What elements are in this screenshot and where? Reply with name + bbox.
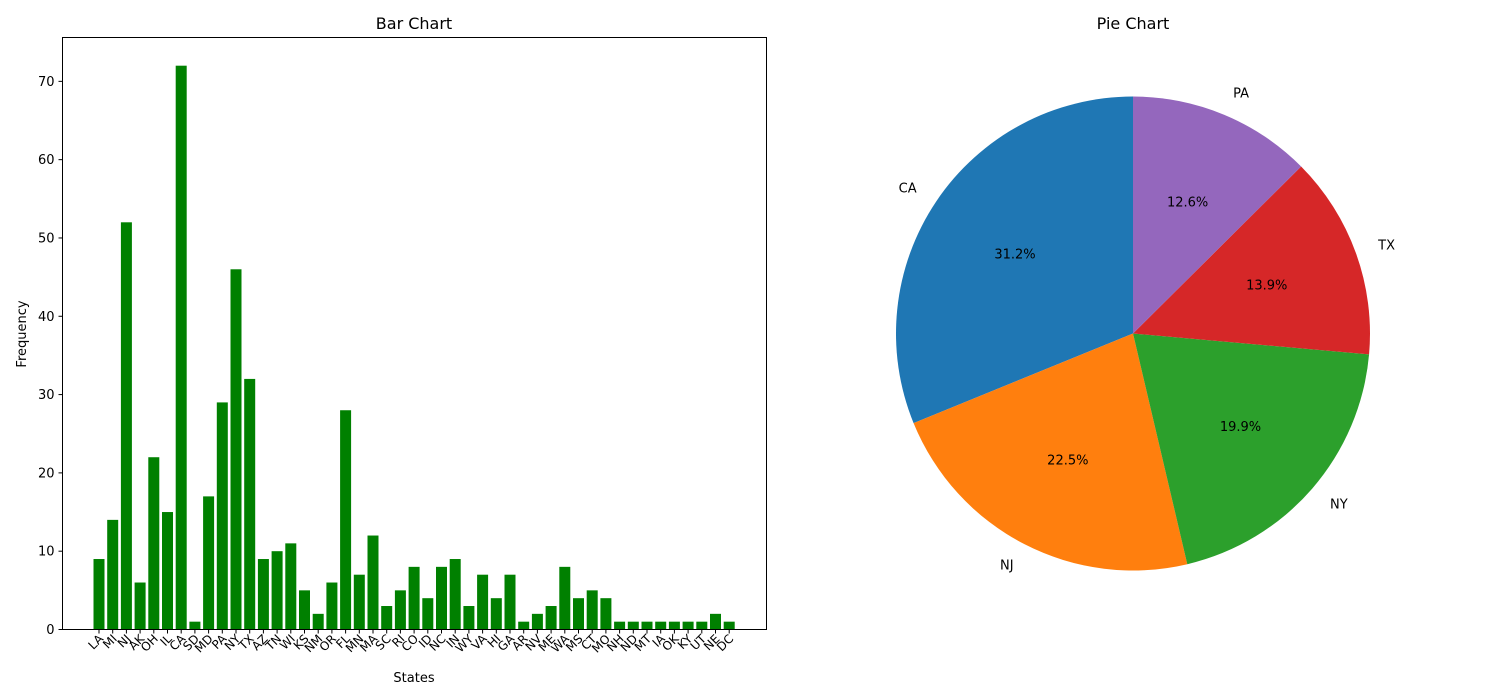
bar-nj — [120, 222, 132, 630]
bar-oh — [148, 457, 160, 630]
bar-la — [93, 559, 105, 630]
bar-nc — [436, 566, 447, 630]
bar-sd — [189, 621, 201, 630]
bar-mn — [353, 574, 365, 630]
bar-ok — [668, 621, 680, 630]
bar-ct — [586, 590, 598, 630]
bar-ne — [710, 613, 721, 630]
pie-labels: CA 31.2% NJ 22.5% NY 19.9% TX 13.9% PA 12.6% — [899, 86, 1395, 573]
bar-wy — [463, 606, 475, 630]
bar-nm — [312, 613, 324, 630]
bar-ms — [573, 598, 584, 630]
bar-ri — [394, 590, 406, 630]
bar-chart-title: Bar Chart — [376, 14, 452, 33]
x-axis-label: States — [393, 671, 434, 686]
pie-label-ny: NY — [1330, 498, 1348, 513]
bar-az — [257, 559, 269, 630]
bar-va — [477, 574, 489, 630]
x-tick-label: OH — [138, 632, 161, 655]
bar-il — [162, 512, 173, 630]
pie-pct-ca: 31.2% — [994, 248, 1035, 263]
pie-slice-tx — [1133, 166, 1370, 355]
bar-tx — [244, 378, 256, 630]
pie-slice-ca — [895, 96, 1133, 424]
pie-label-ca: CA — [899, 182, 917, 197]
pie-chart-title: Pie Chart — [1097, 14, 1170, 33]
bar-mi — [107, 519, 119, 630]
bar-wa — [559, 566, 571, 630]
y-tick-label: 20 — [38, 466, 55, 481]
y-axis-label: Frequency — [15, 300, 30, 367]
bar-or — [326, 582, 338, 630]
bar-nd — [627, 621, 639, 630]
y-tick-label: 0 — [46, 623, 54, 638]
bar-nh — [614, 621, 626, 630]
bar-ia — [655, 621, 667, 630]
y-tick-label: 50 — [38, 231, 55, 246]
bar-dc — [723, 621, 735, 630]
bar-fl — [340, 410, 352, 630]
bar-me — [545, 606, 557, 630]
pie-slices — [895, 96, 1370, 571]
bar-ky — [682, 621, 694, 630]
bar-ga — [504, 574, 516, 630]
pie-pct-tx: 13.9% — [1246, 279, 1287, 294]
pie-slice-ny — [1133, 333, 1370, 565]
bar-sc — [381, 606, 393, 630]
y-tick-label: 10 — [38, 545, 55, 560]
bar-hi — [490, 598, 502, 630]
bar-ks — [299, 590, 310, 630]
pie-pct-ny: 19.9% — [1220, 420, 1261, 435]
bar-ak — [134, 582, 146, 630]
pie-slice-nj — [913, 333, 1188, 571]
bar-marks — [93, 65, 735, 630]
y-tick-label: 40 — [38, 310, 55, 325]
pie-label-pa: PA — [1233, 86, 1249, 101]
bar-chart-frame — [62, 37, 767, 630]
pie-pct-nj: 22.5% — [1047, 453, 1088, 468]
bar-mt — [641, 621, 653, 630]
pie-chart: Pie Chart CA 31.2% NJ 22.5% NY 19.9% TX 13.9% PA… — [895, 14, 1395, 574]
bar-ny — [230, 269, 242, 630]
bar-nv — [531, 613, 543, 630]
bar-ca — [175, 65, 187, 630]
pie-label-nj: NJ — [1000, 559, 1014, 574]
bar-in — [449, 559, 461, 630]
y-tick-label: 60 — [38, 153, 55, 168]
bar-mo — [600, 598, 612, 630]
bar-co — [408, 566, 420, 630]
y-tick-label: 70 — [38, 75, 55, 90]
x-tick-label: DC — [714, 632, 736, 654]
pie-label-tx: TX — [1377, 238, 1395, 253]
bar-pa — [216, 402, 228, 630]
bar-tn — [271, 551, 283, 630]
bar-ma — [367, 535, 379, 630]
y-tick-label: 30 — [38, 388, 55, 403]
bar-ar — [518, 621, 530, 630]
bar-id — [422, 598, 434, 630]
pie-pct-pa: 12.6% — [1167, 196, 1208, 211]
y-axis-ticks: 0 10 20 30 40 50 60 70 — [38, 75, 63, 638]
bar-md — [203, 496, 215, 630]
bar-ut — [696, 621, 708, 630]
bar-chart: Bar Chart 0 10 20 30 40 50 60 70 LAMINJAKOHILCA… — [15, 14, 767, 686]
bar-wi — [285, 543, 297, 630]
x-axis-ticks: LAMINJAKOHILCASDMDPANYTXAZTNWIKSNMORFLMN… — [85, 629, 736, 656]
pie-slice-pa — [1133, 96, 1302, 334]
